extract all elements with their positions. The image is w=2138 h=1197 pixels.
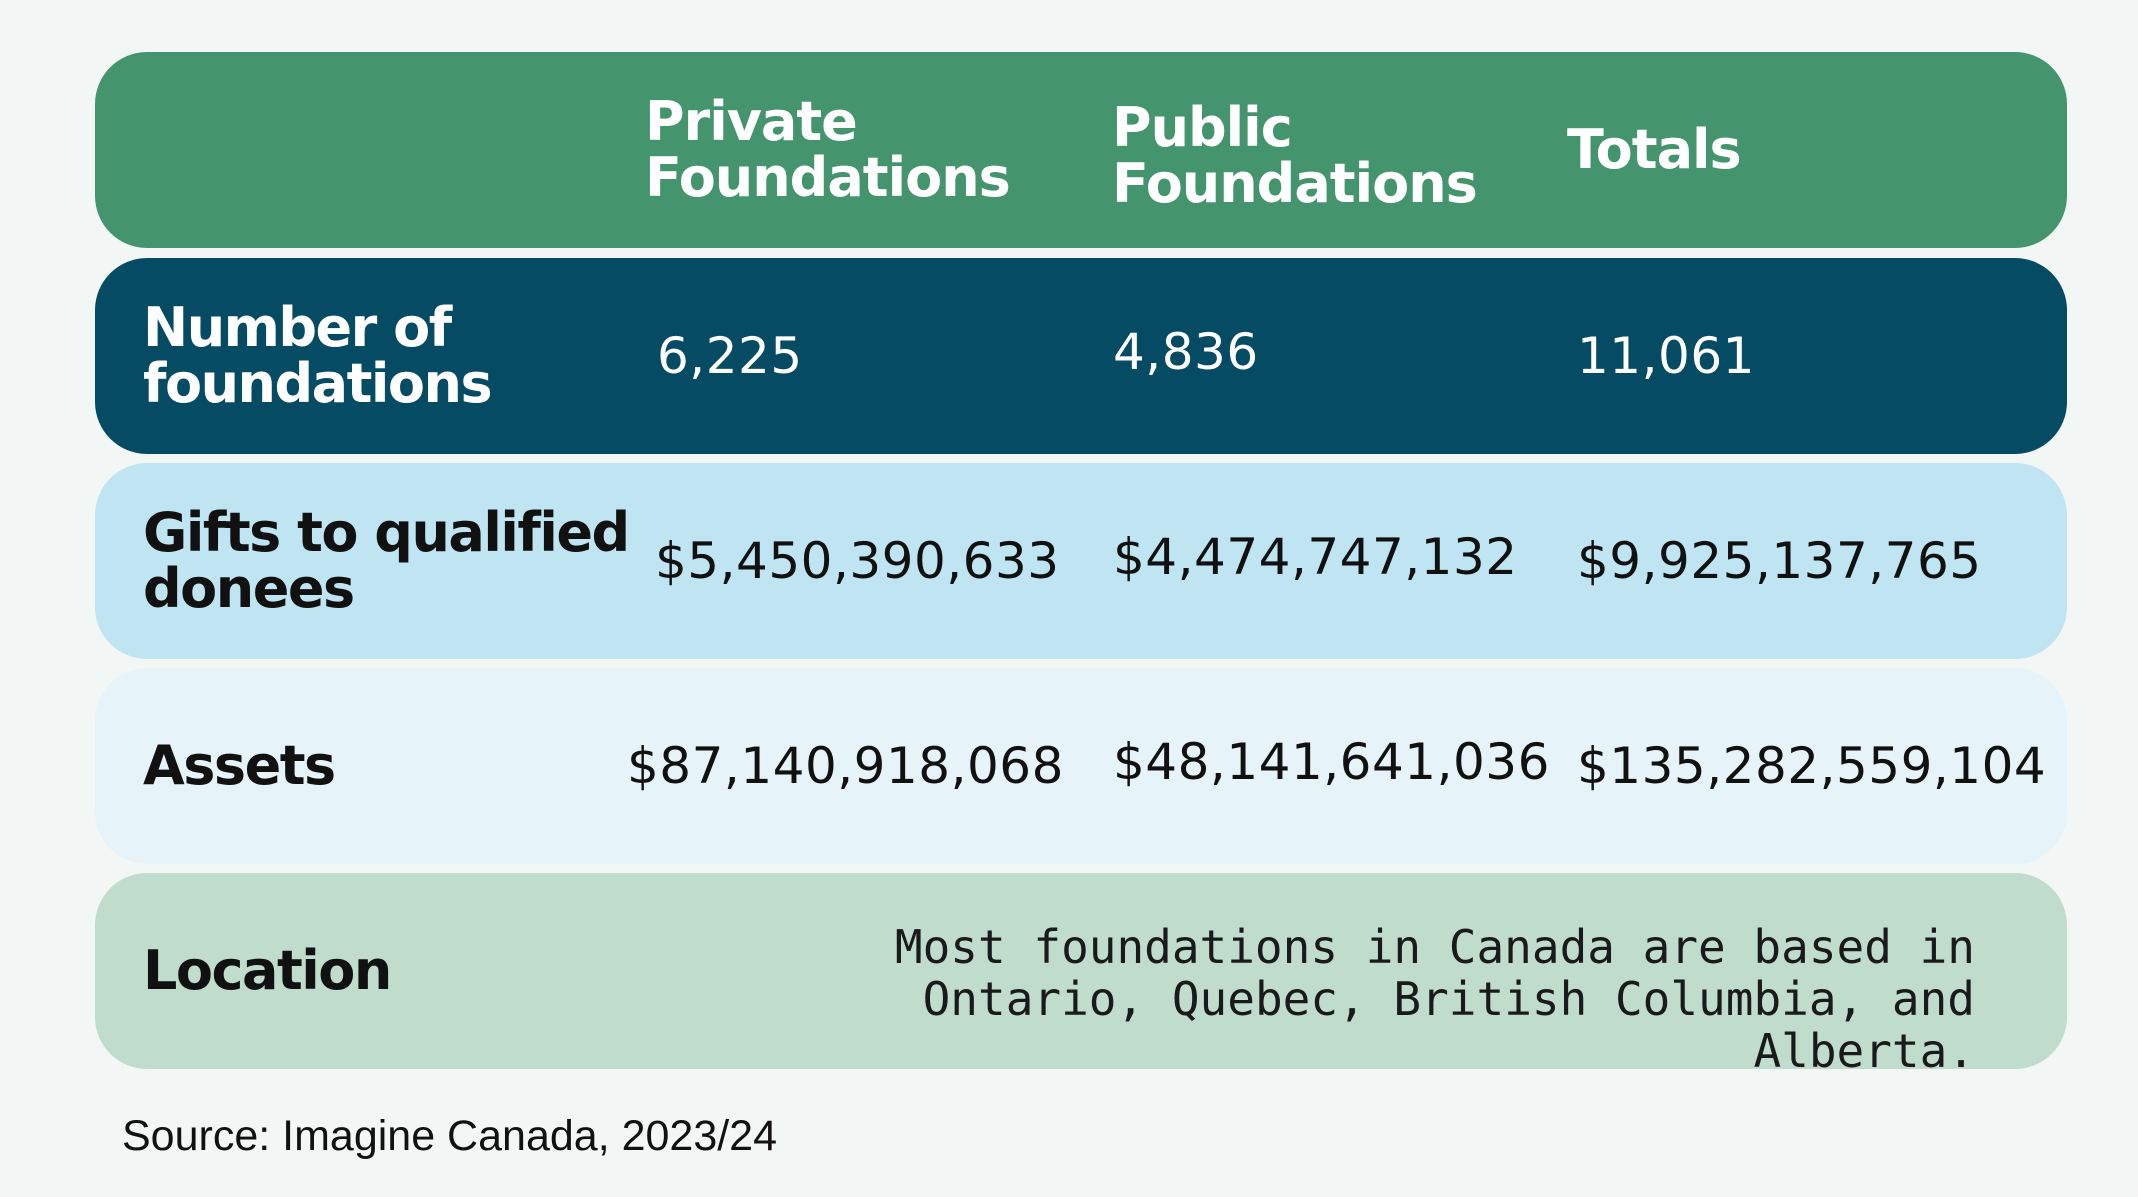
assets-totals: $135,282,559,104 [1577,737,2047,795]
row-label-number: Number of foundations [143,296,493,415]
header-totals: Totals [1567,118,1742,181]
number-totals: 11,061 [1577,327,1755,385]
row-label-gifts: Gifts to qualified donees [143,501,630,620]
location-description: Most foundations in Canada are based in … [894,920,1975,1078]
number-private: 6,225 [657,327,803,385]
source-note: Source: Imagine Canada, 2023/24 [122,1112,778,1160]
location-row: Location Most foundations in Canada are … [95,873,2067,1077]
gifts-row: Gifts to qualified donees $5,450,390,633… [95,463,2067,659]
number-public: 4,836 [1113,323,1259,381]
assets-private: $87,140,918,068 [627,737,1064,795]
header-row: Private Foundations Public Foundations T… [95,52,2067,248]
row-label-assets: Assets [143,734,336,797]
header-private-foundations: Private Foundations [645,90,1011,209]
assets-public: $48,141,641,036 [1113,733,1550,791]
gifts-totals: $9,925,137,765 [1577,532,1982,590]
header-public-foundations: Public Foundations [1112,96,1478,215]
gifts-private: $5,450,390,633 [655,532,1060,590]
row-label-location: Location [143,939,392,1002]
number-of-foundations-row: Number of foundations 6,225 4,836 11,061 [95,258,2067,454]
assets-row: Assets $87,140,918,068 $48,141,641,036 $… [95,668,2067,864]
gifts-public: $4,474,747,132 [1113,528,1518,586]
